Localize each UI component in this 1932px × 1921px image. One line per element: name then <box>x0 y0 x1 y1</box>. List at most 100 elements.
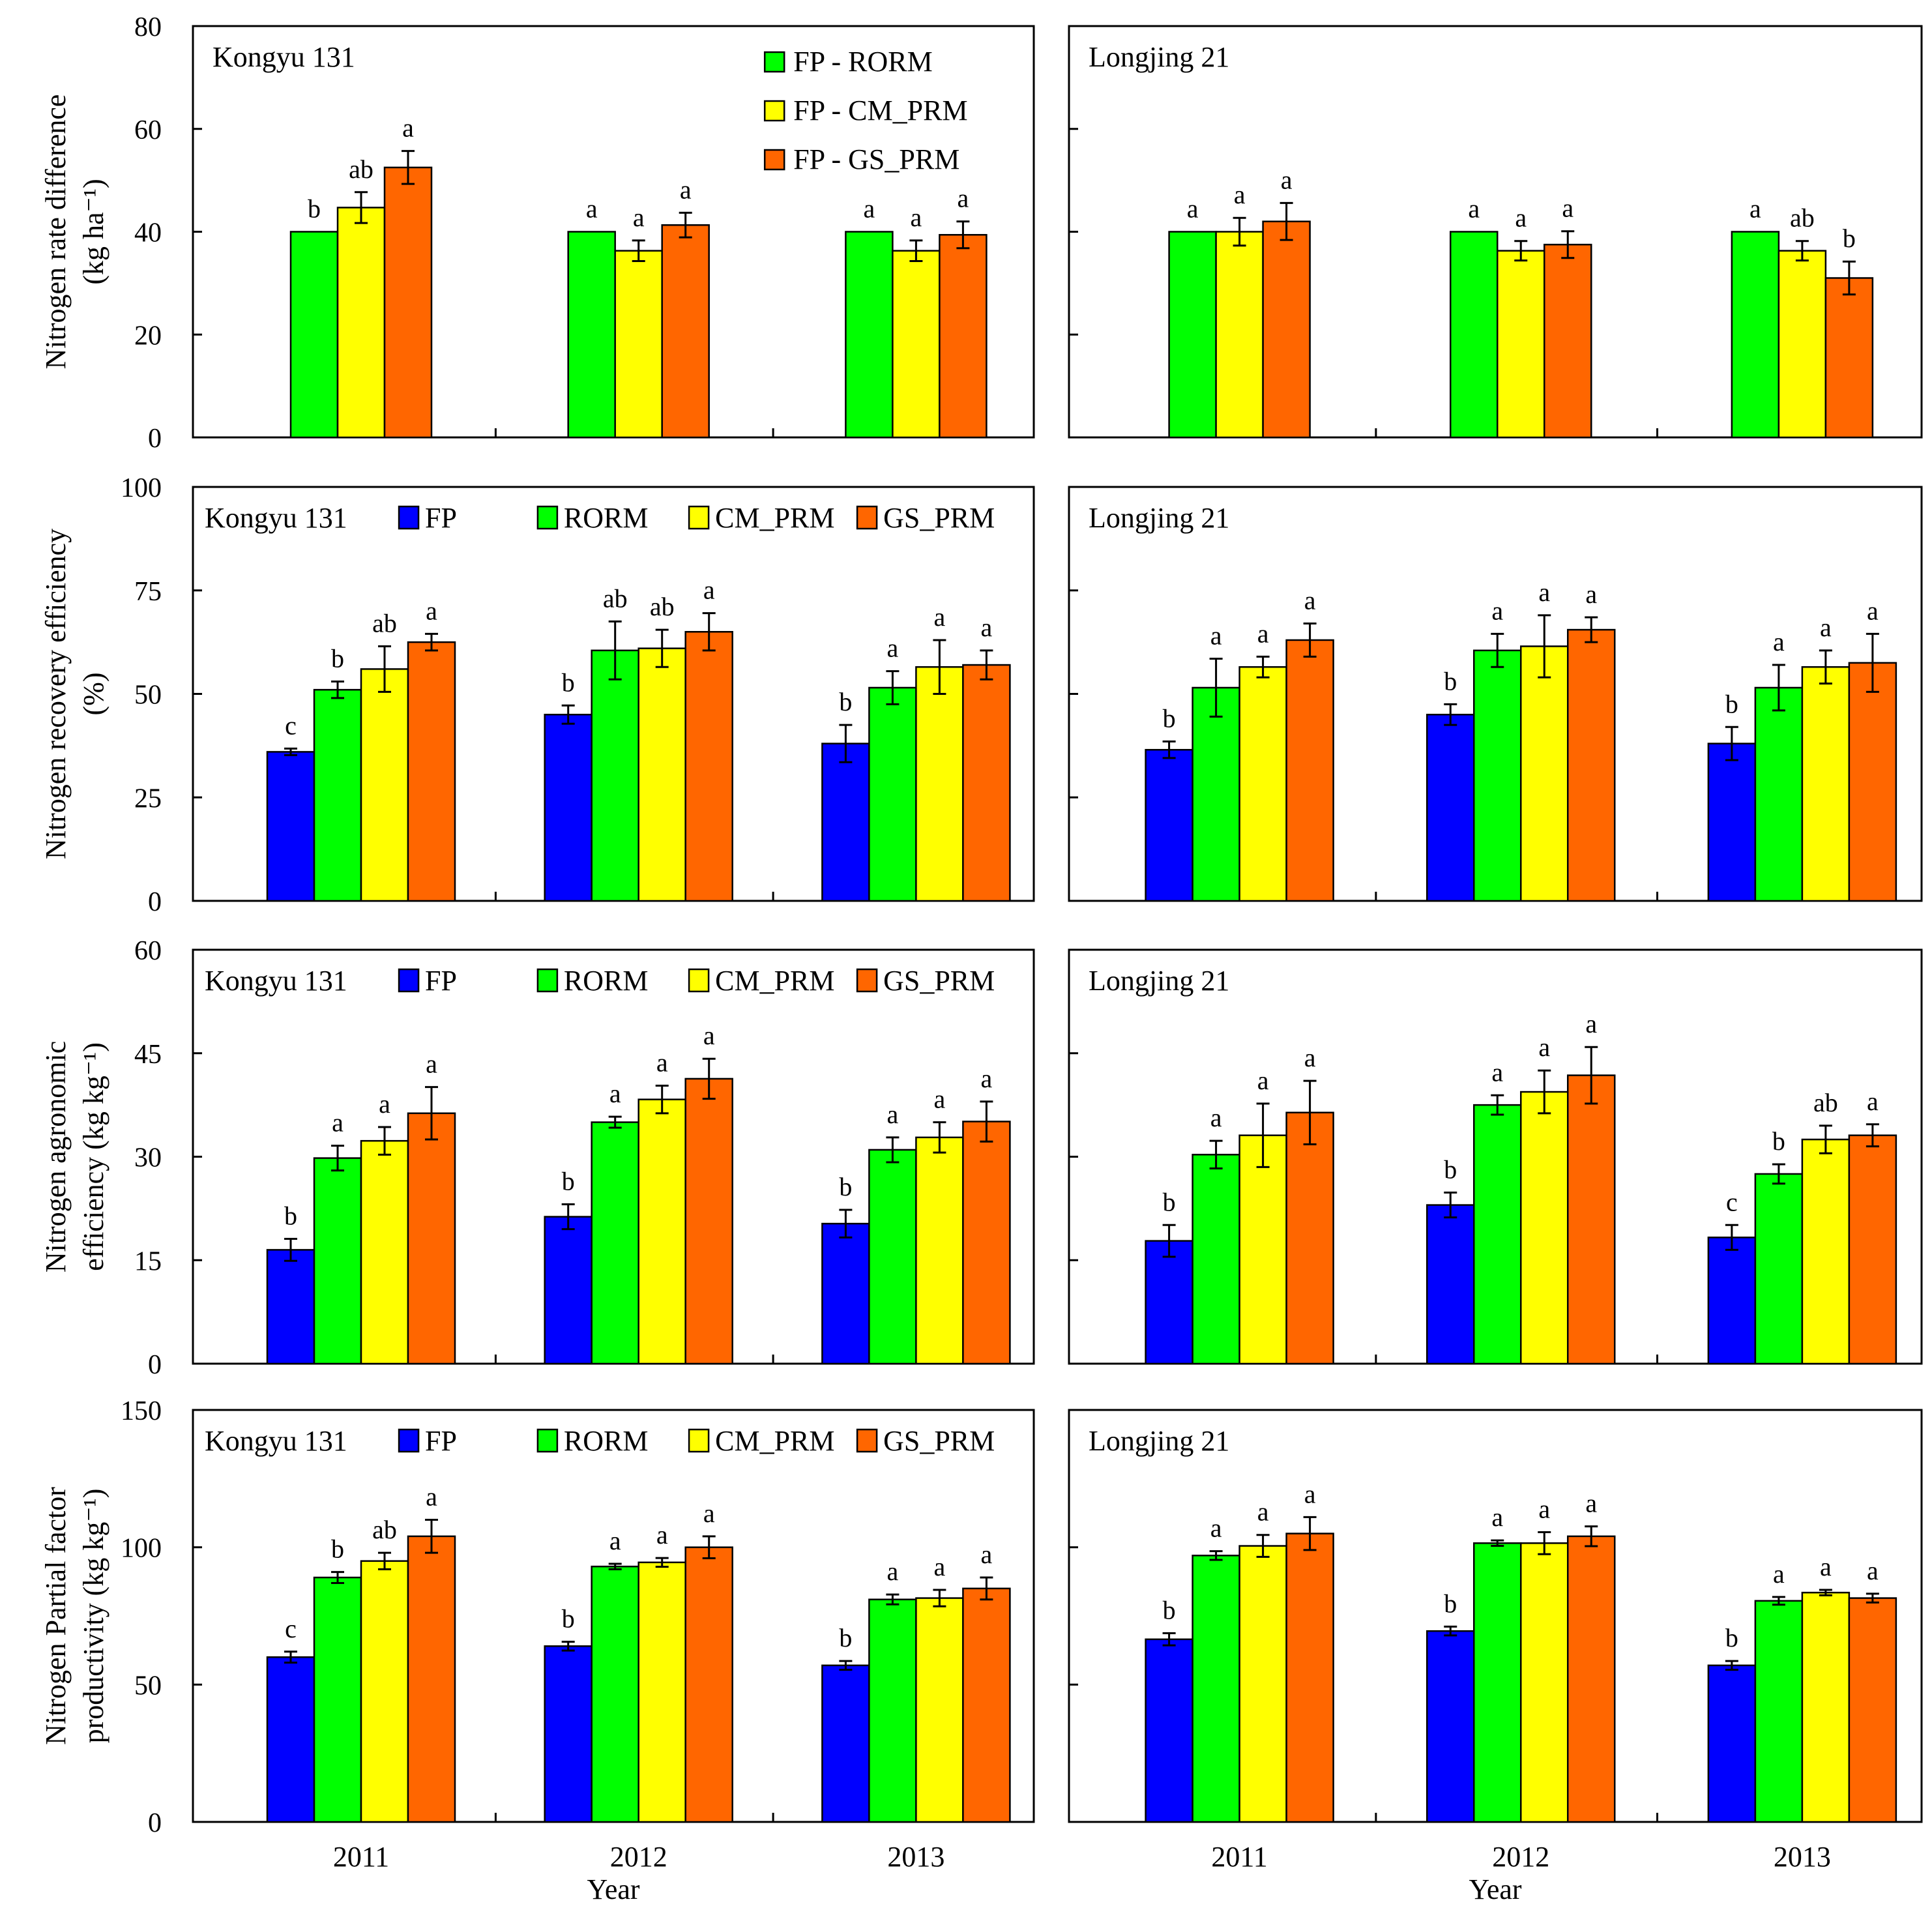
panel-4-sig-letter: a <box>1538 578 1550 607</box>
panel-1-bar <box>892 250 941 439</box>
panel-4-bar <box>1145 748 1193 902</box>
panel-1-ytick-label: 80 <box>134 12 162 42</box>
panel-8-sig-letter: b <box>1163 1596 1176 1625</box>
panel-5-sig-letter: a <box>887 1100 899 1129</box>
x-category-label: 2011 <box>333 1841 389 1873</box>
panel-7-bar <box>915 1597 964 1823</box>
panel-8-bar <box>1848 1597 1897 1823</box>
panel-7-ylabel: productivity (kg kg⁻¹) <box>78 1489 110 1744</box>
panel-2-bar <box>1496 250 1545 439</box>
panel-6-bar <box>1566 1074 1616 1365</box>
panel-3-bar <box>313 688 362 902</box>
panel-4-sig-letter: b <box>1444 666 1457 696</box>
panel-5-ylabel: Nitrogen agronomic <box>40 1041 72 1273</box>
panel-3-legend-label: RORM <box>564 502 649 534</box>
panel-5-sig-letter: a <box>656 1048 668 1077</box>
panel-5-sig-letter: a <box>379 1089 390 1119</box>
x-category-label: 2013 <box>887 1841 944 1873</box>
panel-7-sig-letter: a <box>656 1520 668 1549</box>
panel-7-bar <box>637 1561 686 1823</box>
panel-1-sig-letter: a <box>864 194 875 224</box>
panel-3-legend-swatch <box>688 505 710 530</box>
panel-1-legend-label: FP - CM_PRM <box>793 95 967 126</box>
panel-4-bar <box>1754 686 1804 902</box>
panel-1-legend-swatch <box>763 100 785 122</box>
panel-2-bar <box>1168 231 1217 439</box>
panel-7-sig-letter: b <box>839 1623 852 1652</box>
panel-3-legend-label: GS_PRM <box>883 502 995 534</box>
panel-5-bar <box>266 1249 315 1365</box>
panel-1-bar <box>845 231 894 439</box>
panel-6-bar <box>1801 1138 1851 1365</box>
panel-4-sig-letter: a <box>1210 621 1222 651</box>
panel-7-bar <box>360 1560 409 1823</box>
panel-8-variety-label: Longjing 21 <box>1089 1425 1229 1457</box>
panel-5-bar <box>962 1121 1011 1365</box>
panel-4-bar <box>1285 639 1334 902</box>
panel-7-sig-letter: b <box>331 1534 344 1564</box>
panel-5-legend-swatch <box>536 968 559 993</box>
panel-3-ylabel: Nitrogen recovery efficiency <box>40 529 72 859</box>
panel-2-sig-letter: a <box>1468 194 1480 224</box>
panel-5-legend-label: FP <box>425 965 457 997</box>
panel-1-ytick-label: 20 <box>134 321 162 351</box>
panel-8-sig-letter: a <box>1538 1494 1550 1523</box>
panel-7-sig-letter: b <box>562 1604 575 1634</box>
panel-4-bar <box>1566 628 1616 902</box>
panel-3-sig-letter: ab <box>650 592 675 621</box>
panel-6-bar <box>1145 1240 1193 1365</box>
x-category-label: 2013 <box>1774 1841 1831 1873</box>
panel-8-bar <box>1707 1664 1757 1823</box>
panel-5-sig-letter: a <box>609 1079 621 1108</box>
panel-5-legend-label: RORM <box>564 965 649 997</box>
panel-5-ylabel: efficiency (kg kg⁻¹) <box>78 1042 110 1271</box>
panel-6-sig-letter: b <box>1772 1126 1785 1156</box>
panel-7-ylabel: Nitrogen Partial factor <box>40 1487 72 1745</box>
panel-6-bar <box>1848 1134 1897 1365</box>
panel-3-bar <box>544 714 593 902</box>
panel-6-bar <box>1426 1204 1475 1365</box>
panel-1-legend-swatch <box>763 51 785 73</box>
panel-3-sig-letter: a <box>426 596 437 625</box>
panel-5-sig-letter: b <box>284 1201 297 1230</box>
panel-3-bar <box>407 641 456 902</box>
panel-7-legend-label: RORM <box>564 1425 649 1457</box>
panel-5-bar <box>868 1149 917 1365</box>
panel-7-bar <box>821 1664 870 1823</box>
panel-7-sig-letter: a <box>981 1540 993 1569</box>
panel-6-sig-letter: a <box>1210 1103 1222 1132</box>
panel-5-bar <box>915 1136 964 1365</box>
panel-5-bar <box>313 1157 362 1365</box>
panel-6-bar <box>1519 1091 1569 1365</box>
panel-6-sig-letter: a <box>1304 1043 1316 1072</box>
panel-3-ytick-label: 0 <box>148 887 162 917</box>
panel-1-variety-label: Kongyu 131 <box>212 41 355 73</box>
panel-4-sig-letter: b <box>1725 689 1738 718</box>
panel-1-sig-letter: a <box>680 175 692 204</box>
panel-3-ytick-label: 100 <box>121 473 162 503</box>
panel-3-ytick-label: 75 <box>134 577 162 607</box>
panel-7-sig-letter: a <box>609 1526 621 1555</box>
panel-6-bar <box>1472 1104 1522 1365</box>
panel-2-bar <box>1449 231 1499 439</box>
panel-2-bar <box>1215 231 1264 439</box>
panel-3-sig-letter: c <box>285 711 297 740</box>
panel-3-sig-letter: a <box>934 602 946 632</box>
panel-4-bar <box>1238 666 1287 902</box>
panel-7-bar <box>868 1598 917 1823</box>
panel-3-ytick-label: 50 <box>134 681 162 711</box>
panel-3-ylabel: (%) <box>78 673 110 716</box>
panel-2-sig-letter: b <box>1843 224 1856 253</box>
panel-2-sig-letter: a <box>1562 194 1573 223</box>
panel-4-sig-letter: a <box>1304 586 1316 615</box>
panel-2-variety-label: Longjing 21 <box>1089 41 1229 73</box>
panel-5-bar <box>360 1139 409 1365</box>
panel-4-sig-letter: a <box>1585 579 1597 609</box>
panel-3-legend-label: CM_PRM <box>715 502 834 534</box>
panel-6-bar <box>1754 1173 1804 1365</box>
panel-2-sig-letter: a <box>1749 194 1761 224</box>
panel-3-bar <box>962 664 1011 902</box>
panel-7-legend-label: CM_PRM <box>715 1425 834 1457</box>
panel-8-sig-letter: a <box>1257 1497 1269 1527</box>
panel-4-sig-letter: a <box>1820 613 1832 642</box>
